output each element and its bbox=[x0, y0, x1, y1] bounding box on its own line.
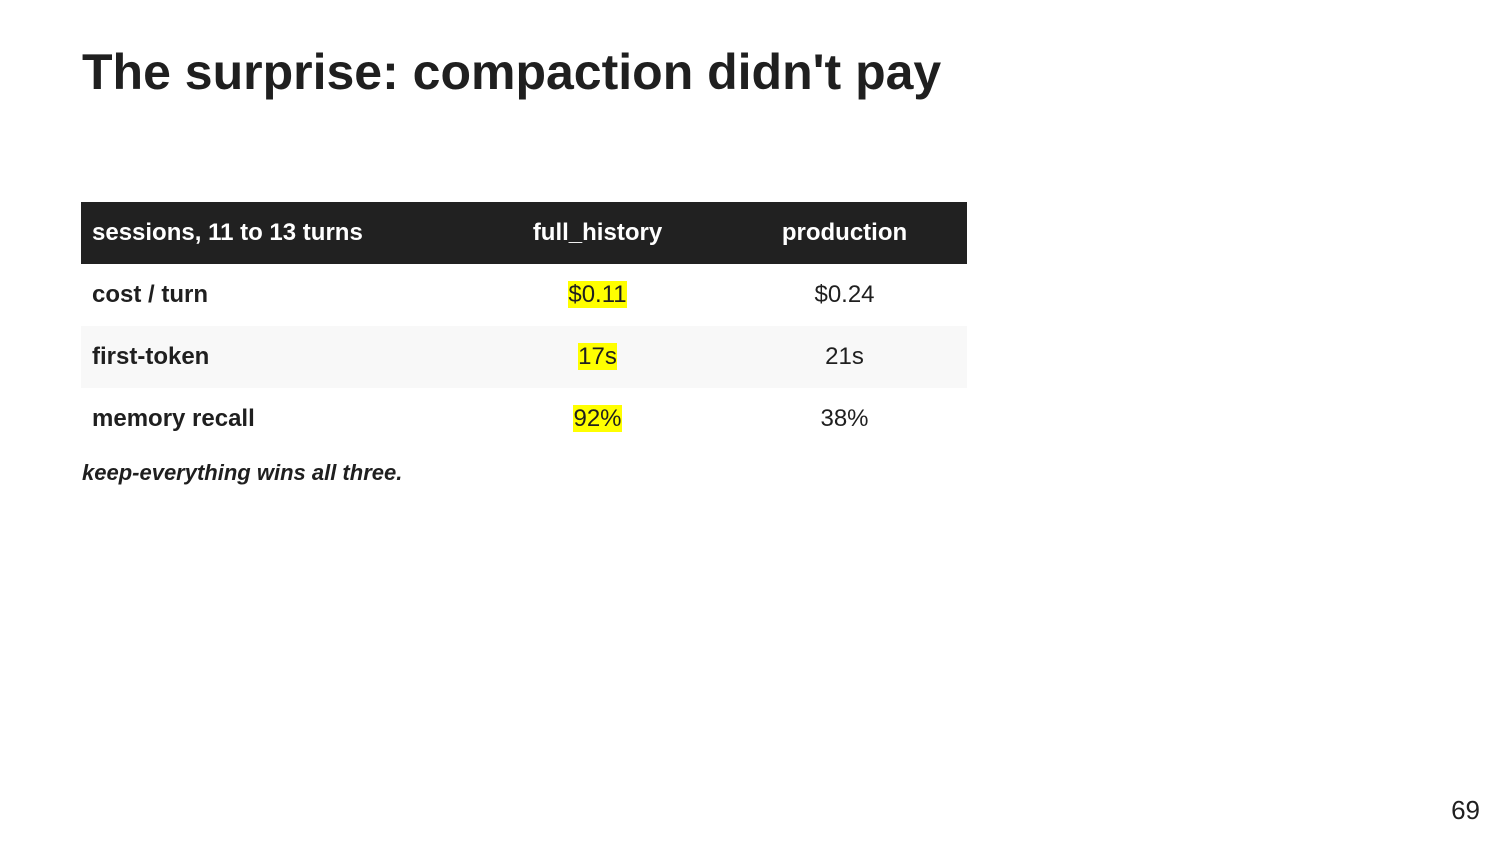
table-row: first-token 17s 21s bbox=[81, 326, 967, 388]
cell-full-history: 92% bbox=[473, 388, 722, 450]
row-label-cost-per-turn: cost / turn bbox=[92, 281, 209, 308]
slide-title: The surprise: compaction didn't pay bbox=[82, 44, 942, 100]
comparison-table: sessions, 11 to 13 turns full_history pr… bbox=[81, 202, 967, 450]
table-header-row: sessions, 11 to 13 turns full_history pr… bbox=[81, 202, 967, 264]
highlighted-value: 92% bbox=[573, 405, 622, 432]
table-row: cost / turn $0.11 $0.24 bbox=[81, 264, 967, 326]
cell-production: $0.24 bbox=[814, 281, 875, 308]
cell-full-history: $0.11 bbox=[473, 264, 722, 326]
column-header-production: production bbox=[722, 202, 967, 264]
column-header-sessions: sessions, 11 to 13 turns bbox=[81, 202, 473, 264]
column-header-full-history: full_history bbox=[473, 202, 722, 264]
row-label-memory-recall: memory recall bbox=[92, 405, 255, 432]
table-row: memory recall 92% 38% bbox=[81, 388, 967, 450]
cell-production: 21s bbox=[722, 326, 967, 388]
highlighted-value: $0.11 bbox=[568, 281, 627, 308]
page-number: 69 bbox=[1451, 795, 1480, 825]
cell-full-history: 17s bbox=[473, 326, 722, 388]
table-caption: keep-everything wins all three. bbox=[82, 460, 403, 485]
cell-production: 38% bbox=[820, 405, 869, 432]
row-label-first-token: first-token bbox=[81, 326, 473, 388]
highlighted-value: 17s bbox=[578, 343, 617, 370]
